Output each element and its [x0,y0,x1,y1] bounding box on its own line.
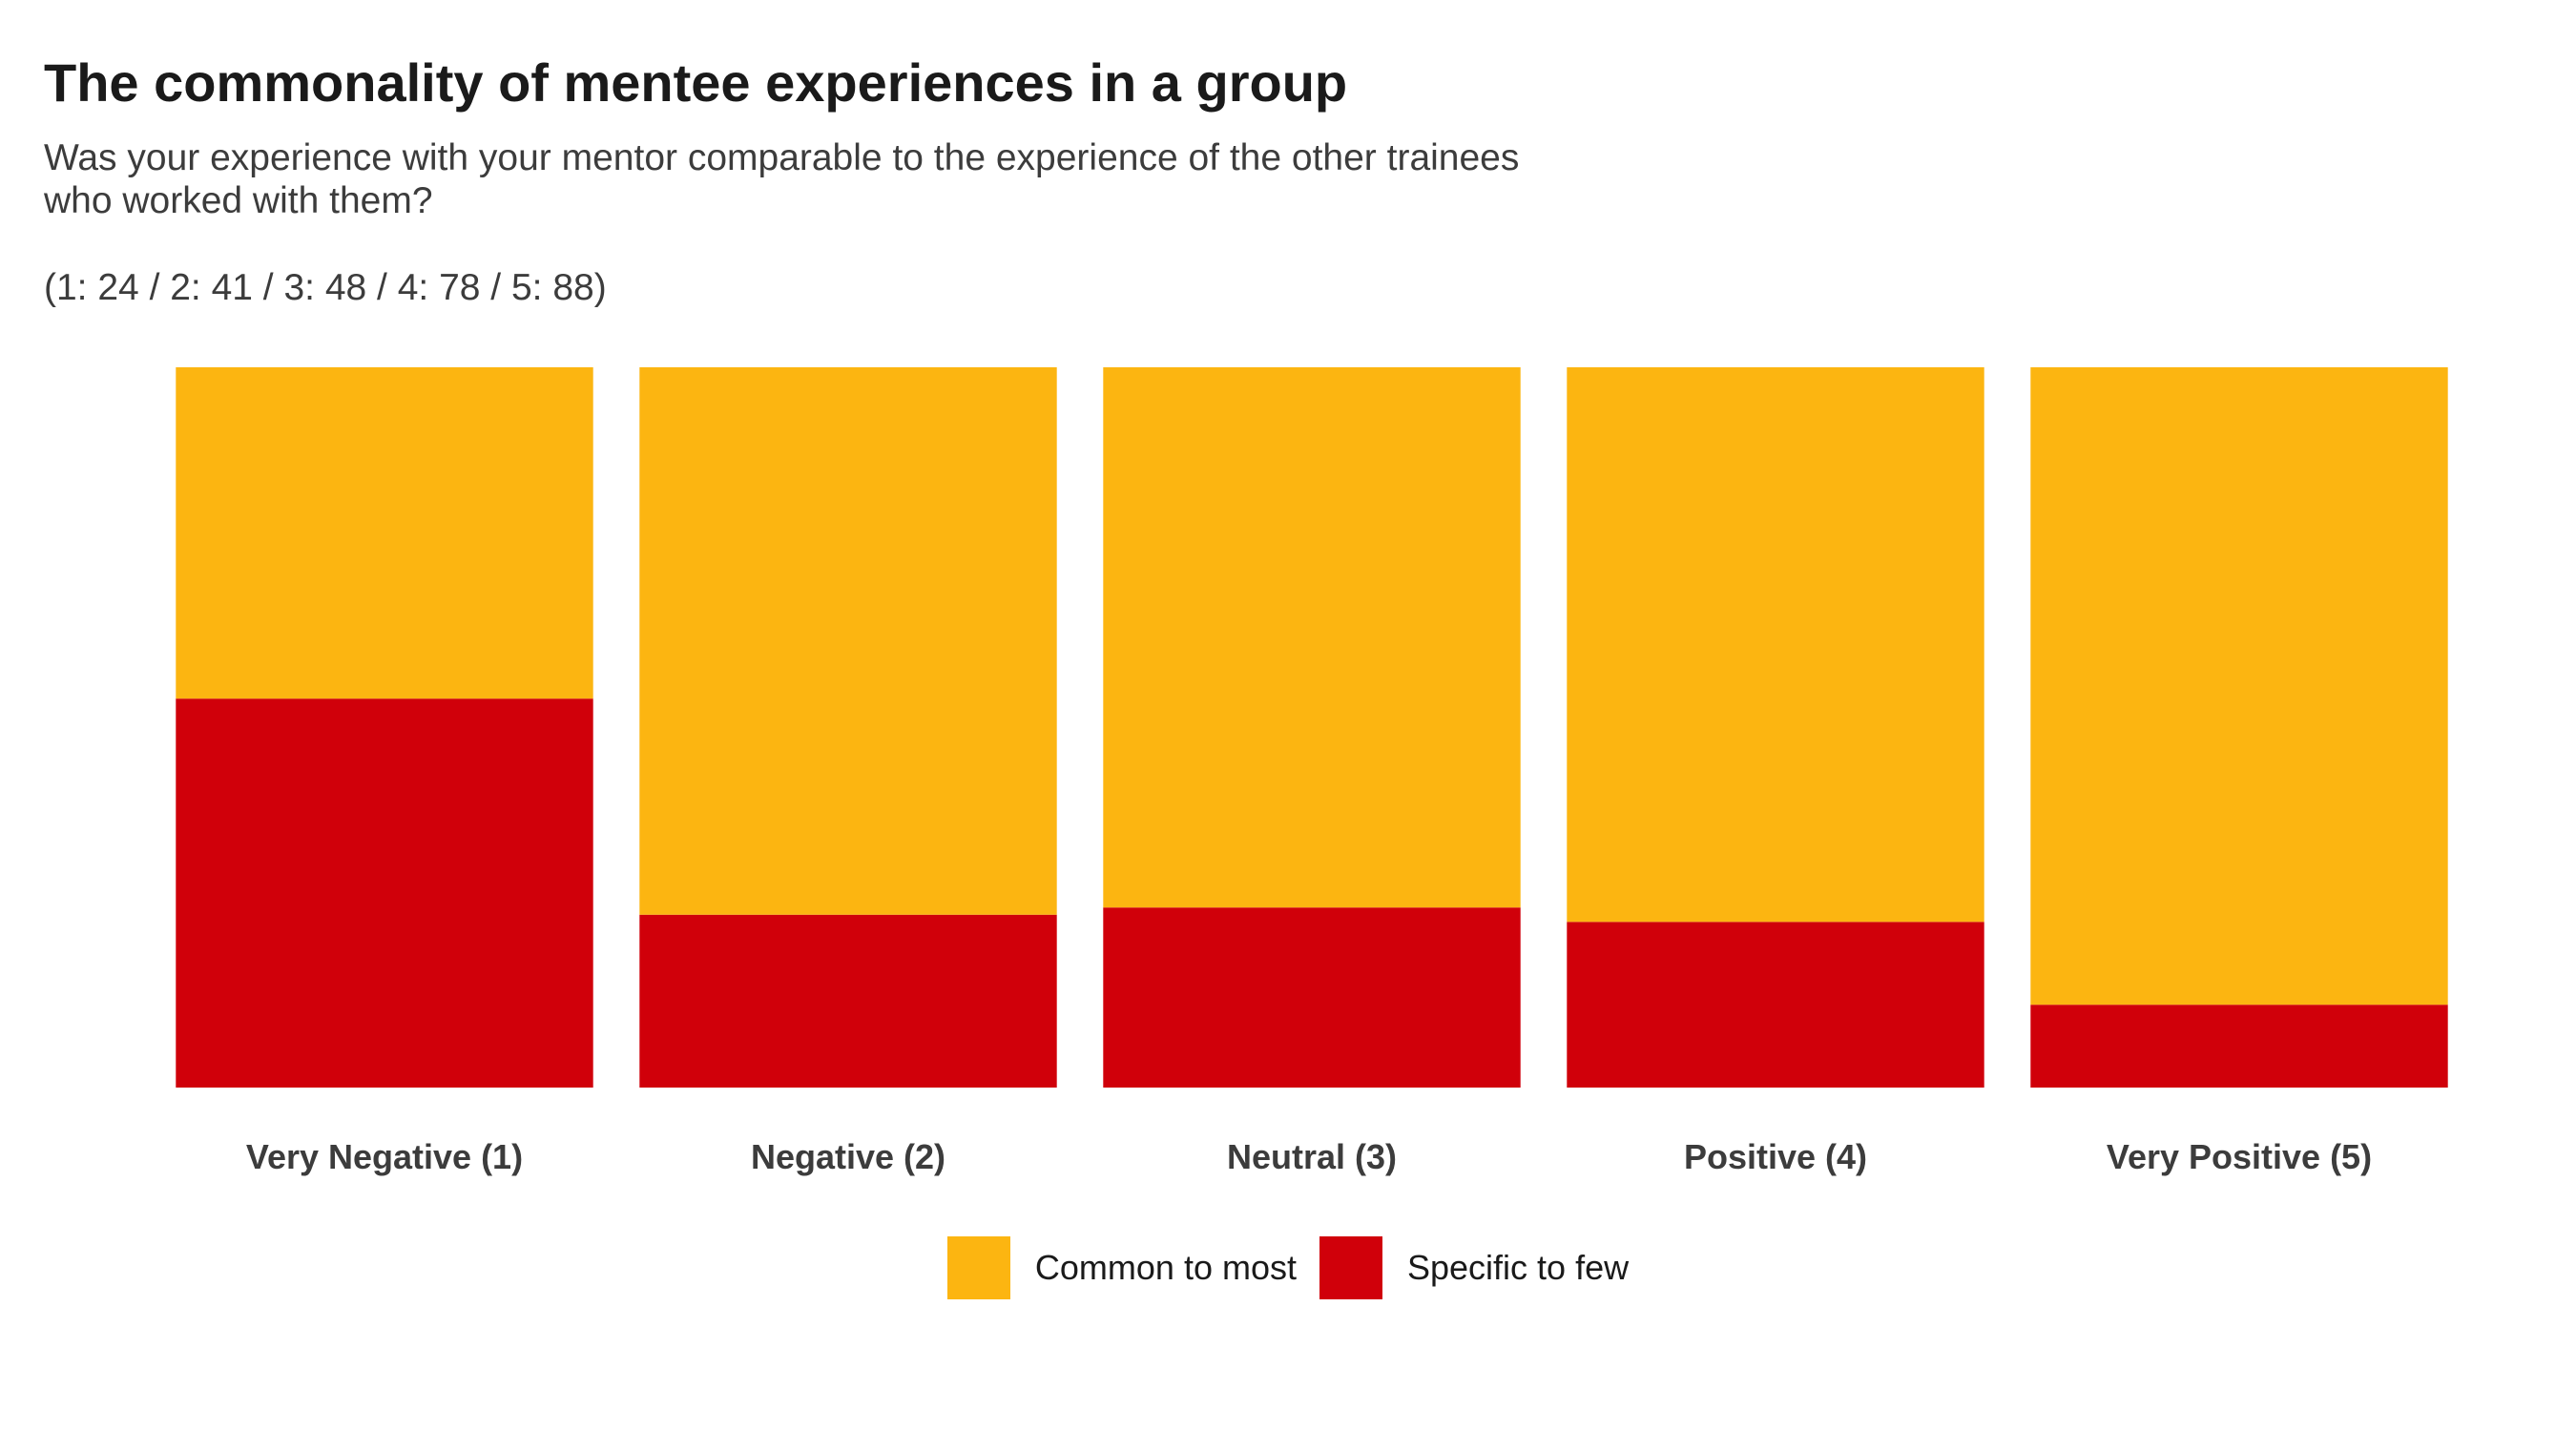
legend-label-common: Common to most [1034,1248,1297,1287]
bar-common-to-most-3 [1103,367,1521,908]
bar-specific-to-few-5 [2030,1005,2448,1088]
legend-swatch-common [946,1236,1010,1299]
bar-specific-to-few-2 [639,914,1057,1088]
x-tick-label-5: Very Positive (5) [2107,1137,2372,1176]
chart-subtitle: Was your experience with your mentor com… [44,137,1520,221]
bar-specific-to-few-4 [1567,922,1984,1088]
stacked-bar-chart: Very Negative (1) Negative (2) Neutral (3)… [176,367,2448,1176]
bar-common-to-most-5 [2030,367,2448,1006]
x-tick-label-1: Very Negative (1) [246,1137,523,1176]
legend-label-specific: Specific to few [1406,1248,1630,1287]
legend-item-specific: Specific to few [1319,1236,1629,1299]
legend: Common to most Specific to few [0,1236,2576,1299]
response-counts: (1: 24 / 2: 41 / 3: 48 / 4: 78 / 5: 88) [44,267,607,308]
bar-specific-to-few-1 [176,698,593,1088]
legend-swatch-specific [1319,1236,1382,1299]
bars-group [176,367,2448,1088]
legend-item-common: Common to most [946,1236,1297,1299]
bar-common-to-most-1 [176,367,593,699]
chart-title: The commonality of mentee experiences in… [44,52,1348,113]
bar-common-to-most-4 [1567,367,1984,923]
x-tick-label-2: Negative (2) [751,1137,945,1176]
x-tick-label-3: Neutral (3) [1227,1137,1397,1176]
x-tick-label-4: Positive (4) [1684,1137,1867,1176]
x-axis-labels: Very Negative (1) Negative (2) Neutral (3)… [246,1137,2372,1176]
bar-common-to-most-2 [639,367,1057,915]
bar-specific-to-few-3 [1103,907,1521,1088]
